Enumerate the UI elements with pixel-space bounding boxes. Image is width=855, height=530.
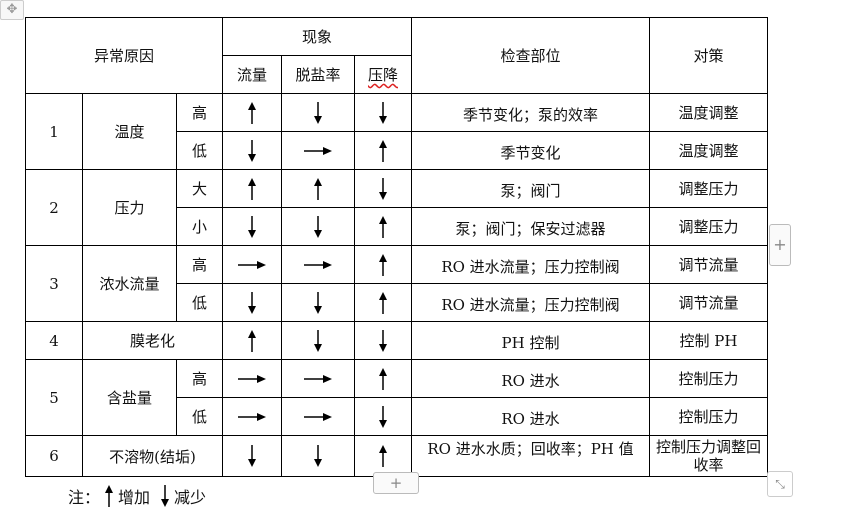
right-arrow-icon [222, 245, 282, 284]
check-cell: RO 进水 [411, 397, 650, 436]
right-arrow-icon [222, 397, 282, 436]
up-arrow-icon [354, 359, 412, 398]
table-row: 2 压力大 泵；阀门 调整压力 [25, 169, 768, 246]
header-check: 检查部位 [411, 17, 650, 94]
table-resize-handle[interactable]: ⤡ [767, 471, 793, 497]
down-arrow-icon [222, 207, 282, 246]
row-number: 1 [25, 93, 83, 170]
down-arrow-icon [222, 283, 282, 322]
down-arrow-icon [354, 321, 412, 360]
header-measure: 对策 [649, 17, 768, 94]
cause-cell: 不溶物(结垢) [82, 435, 223, 477]
check-cell: 泵；阀门；保安过滤器 [411, 207, 650, 246]
header-pressure-drop: 压降 [354, 55, 412, 94]
measure-cell: 调整压力 [649, 207, 768, 246]
row-number: 5 [25, 359, 83, 436]
header-cause: 异常原因 [25, 17, 223, 94]
check-cell: RO 进水 [411, 359, 650, 398]
measure-cell: 控制压力调整回收率 [649, 435, 768, 477]
table-row: 低 RO 进水 控制压力 [26, 397, 768, 436]
down-arrow-icon [281, 435, 355, 477]
down-arrow-icon [354, 169, 412, 208]
header-desalination: 脱盐率 [281, 55, 355, 94]
measure-cell: 调节流量 [649, 245, 768, 284]
down-arrow-icon [160, 485, 170, 507]
down-arrow-icon [281, 321, 355, 360]
measure-cell: 调节流量 [649, 283, 768, 322]
up-arrow-icon [222, 169, 282, 208]
level-cell: 低 [176, 131, 223, 170]
right-arrow-icon [222, 359, 282, 398]
level-cell: 低 [176, 283, 223, 322]
cause-cell: 含盐量 [82, 359, 177, 436]
level-cell: 高 [176, 93, 223, 132]
measure-cell: 控制 PH [649, 321, 768, 360]
level-cell: 小 [176, 207, 223, 246]
troubleshooting-table: 异常原因 现象 检查部位 对策 流量 脱盐率 压降 1 温度高季节变化；泵的效率温… [25, 17, 768, 477]
up-arrow-icon [354, 207, 412, 246]
measure-cell: 温度调整 [649, 93, 768, 132]
down-arrow-icon [222, 131, 282, 170]
cause-cell: 浓水流量 [82, 245, 177, 322]
level-cell: 高 [176, 359, 223, 398]
header-flow: 流量 [222, 55, 282, 94]
level-cell: 高 [176, 245, 223, 284]
cause-cell: 膜老化 [82, 321, 223, 360]
row-number: 2 [25, 169, 83, 246]
measure-cell: 控制压力 [649, 397, 768, 436]
table-row: 低 季节变化 温度调整 [26, 131, 768, 170]
down-arrow-icon [354, 397, 412, 436]
table-row: 6 不溶物(结垢) RO 进水水质；回收率；PH 值控制压力调整回收率 [25, 435, 768, 477]
note-increase: 增加 [118, 488, 151, 507]
check-cell: 泵；阀门 [411, 169, 650, 208]
header-phenomenon: 现象 [222, 17, 412, 56]
up-arrow-icon [104, 485, 114, 507]
down-arrow-icon [222, 435, 282, 477]
table-row: 3 浓水流量高 RO 进水流量；压力控制阀 调节流量 [25, 245, 768, 322]
row-number: 4 [25, 321, 83, 360]
check-cell: RO 进水水质；回收率；PH 值 [411, 435, 650, 477]
table-row: 1 温度高 季节变化；泵的效率 温度调整 [25, 93, 768, 170]
table-row: 5 含盐量高 RO 进水 控制压力 [25, 359, 768, 436]
table-move-handle[interactable]: ✥ [0, 0, 24, 20]
right-arrow-icon [281, 397, 355, 436]
check-cell: RO 进水流量；压力控制阀 [411, 283, 650, 322]
table-row: 4 膜老化 PH 控制 控制 PH [25, 321, 768, 360]
check-cell: 季节变化 [411, 131, 650, 170]
right-arrow-icon [281, 131, 355, 170]
check-cell: RO 进水流量；压力控制阀 [411, 245, 650, 284]
measure-cell: 控制压力 [649, 359, 768, 398]
up-arrow-icon [354, 245, 412, 284]
row-number: 3 [25, 245, 83, 322]
table-row: 小 泵；阀门；保安过滤器 调整压力 [26, 207, 768, 246]
level-cell: 大 [176, 169, 223, 208]
row-number: 6 [25, 435, 83, 477]
up-arrow-icon [222, 93, 282, 132]
down-arrow-icon [281, 283, 355, 322]
right-arrow-icon [281, 245, 355, 284]
down-arrow-icon [354, 93, 412, 132]
cause-cell: 压力 [82, 169, 177, 246]
up-arrow-icon [354, 435, 412, 477]
add-column-button[interactable]: + [769, 224, 791, 266]
up-arrow-icon [281, 169, 355, 208]
up-arrow-icon [354, 131, 412, 170]
table-row: 低 RO 进水流量；压力控制阀 调节流量 [26, 283, 768, 322]
add-row-button[interactable]: + [373, 472, 419, 494]
legend-note: 注： 增加 减少 [68, 484, 206, 508]
down-arrow-icon [281, 207, 355, 246]
right-arrow-icon [281, 359, 355, 398]
check-cell: 季节变化；泵的效率 [411, 93, 650, 132]
up-arrow-icon [354, 283, 412, 322]
down-arrow-icon [281, 93, 355, 132]
measure-cell: 温度调整 [649, 131, 768, 170]
cause-cell: 温度 [82, 93, 177, 170]
note-label: 注： [68, 488, 101, 507]
measure-cell: 调整压力 [649, 169, 768, 208]
note-decrease: 减少 [174, 488, 207, 507]
level-cell: 低 [176, 397, 223, 436]
up-arrow-icon [222, 321, 282, 360]
check-cell: PH 控制 [411, 321, 650, 360]
